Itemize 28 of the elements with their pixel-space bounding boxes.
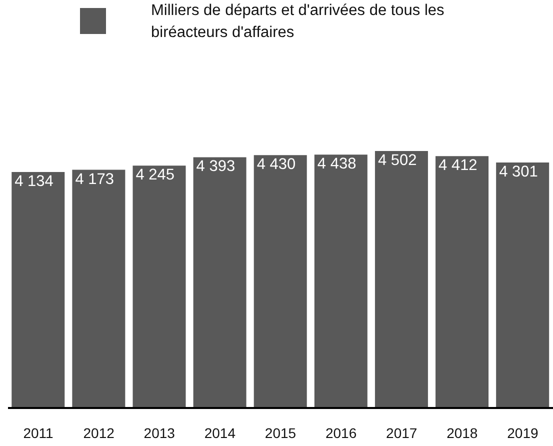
x-tick-label: 2017 [386,424,418,441]
x-tick-label: 2014 [204,424,236,441]
bar [314,154,368,408]
data-label: 4 173 [75,170,114,188]
bar [374,151,428,408]
data-label: 4 301 [499,163,538,180]
bar [254,155,307,408]
x-tick-label: 2013 [144,424,176,441]
data-label: 4 412 [438,157,478,174]
data-label: 4 134 [14,173,54,190]
bar [12,172,65,408]
x-tick-label: 2018 [446,424,478,441]
text: Milliers de départs et d'arrivées de tous les biréacteurs d'affaires [151,1,446,43]
x-tick-label: 2011 [23,424,54,441]
data-label: 4 438 [317,156,356,173]
x-tick-label: 2016 [325,424,357,441]
data-label: 4 245 [136,166,175,184]
bar [193,157,246,408]
bar [496,162,550,408]
bar [436,156,489,408]
bar [72,170,126,408]
x-tick-label: 2012 [83,424,115,441]
x-tick-label: 2019 [507,424,539,441]
data-label: 4 430 [256,156,296,174]
bar [132,166,186,408]
data-label: 4 502 [378,152,417,170]
x-tick-label: 2015 [264,424,296,441]
data-label: 4 393 [196,158,236,176]
